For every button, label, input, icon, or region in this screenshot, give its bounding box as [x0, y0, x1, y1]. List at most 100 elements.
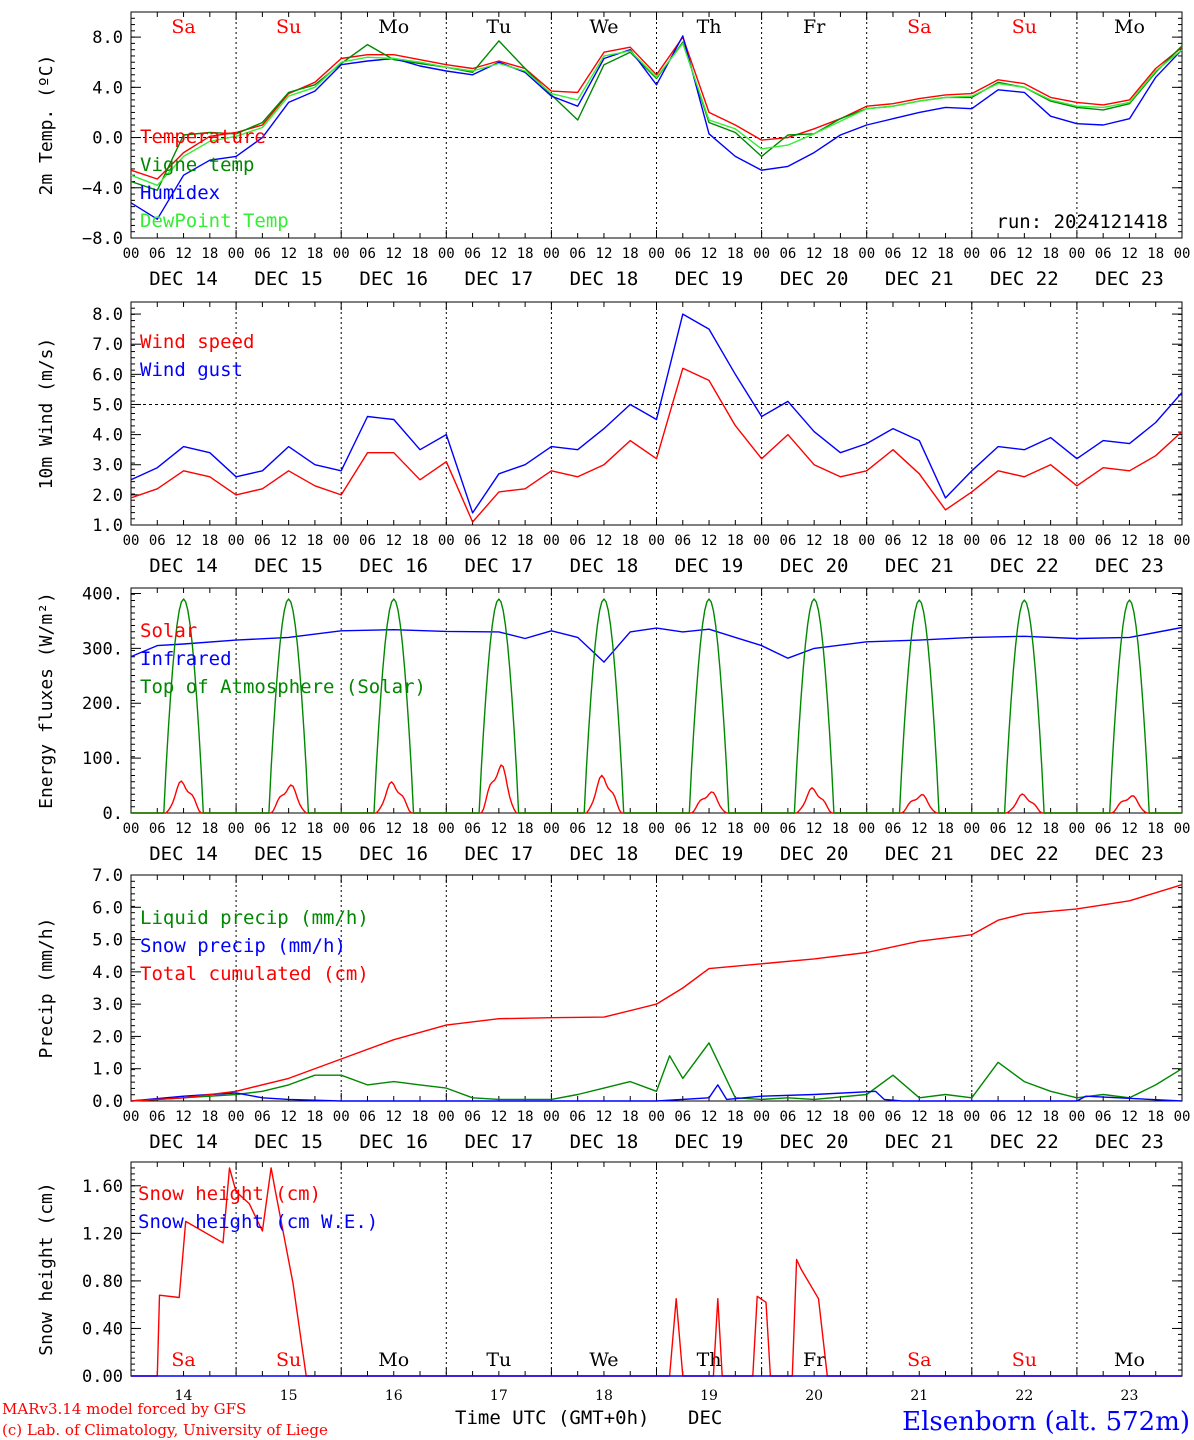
hour-tick-label: 00 — [753, 533, 770, 549]
hour-tick-label: 12 — [1016, 246, 1033, 262]
hour-tick-label: 00 — [1174, 1109, 1191, 1125]
hour-tick-label: 12 — [701, 246, 718, 262]
hour-tick-label: 12 — [806, 533, 823, 549]
hour-tick-label: 18 — [517, 246, 534, 262]
weekday-label: We — [589, 16, 618, 38]
hour-tick-label: 06 — [359, 821, 376, 837]
series-line — [130, 40, 1183, 191]
hour-tick-label: 18 — [937, 1109, 954, 1125]
hour-tick-label: 06 — [464, 246, 481, 262]
y-tick-label: 2.0 — [92, 486, 123, 506]
day-label: DEC 17 — [465, 555, 534, 577]
hour-tick-label: 00 — [543, 821, 560, 837]
hour-tick-label: 18 — [1042, 533, 1059, 549]
day-label: DEC 21 — [885, 1131, 954, 1153]
y-tick-label: 1.0 — [92, 1060, 123, 1080]
hour-tick-label: 18 — [727, 1109, 744, 1125]
weekday-label: Tu — [486, 1349, 511, 1371]
panel-precip: 0.0 1.0 2.0 3.0 4.0 5.0 6.0 7.0 Precip (mm/h) 00 0… — [36, 866, 1190, 1153]
hour-tick-label: 18 — [1042, 1109, 1059, 1125]
hour-tick-label: 06 — [149, 246, 166, 262]
hour-tick-label: 00 — [1068, 1109, 1085, 1125]
day-label: DEC 19 — [675, 843, 744, 865]
hour-tick-label: 00 — [543, 533, 560, 549]
y-tick-label: 0. — [103, 804, 123, 824]
legend-entry: Temperature — [140, 126, 266, 148]
hour-tick-label: 12 — [911, 1109, 928, 1125]
day-number-label: 16 — [385, 1388, 403, 1404]
hour-tick-label: 12 — [1121, 821, 1138, 837]
weekday-label: Mo — [1114, 1349, 1145, 1371]
hour-tick-label: 00 — [123, 1109, 140, 1125]
hour-tick-label: 06 — [569, 533, 586, 549]
run-label: run: 2024121418 — [996, 211, 1168, 233]
y-tick-label: 3.0 — [92, 995, 123, 1015]
y-tick-label: 5.0 — [92, 395, 123, 415]
hour-tick-label: 06 — [779, 821, 796, 837]
weekday-label: Mo — [1114, 16, 1145, 38]
weekday-label: Fr — [803, 16, 826, 38]
hour-tick-label: 06 — [149, 533, 166, 549]
hour-tick-label: 18 — [1147, 533, 1164, 549]
hour-tick-label: 00 — [753, 821, 770, 837]
legend-entry: Wind gust — [140, 359, 243, 381]
day-label: DEC 22 — [990, 1131, 1059, 1153]
hour-tick-label: 18 — [727, 533, 744, 549]
hour-tick-label: 06 — [779, 246, 796, 262]
hour-tick-label: 18 — [412, 1109, 429, 1125]
legend-entry: Top of Atmosphere (Solar) — [140, 676, 426, 698]
day-label: DEC 17 — [465, 843, 534, 865]
legend-entry: Solar — [140, 620, 197, 642]
day-label: DEC 14 — [149, 268, 218, 290]
hour-tick-label: 12 — [490, 246, 507, 262]
hour-tick-label: 12 — [175, 1109, 192, 1125]
hour-tick-label: 00 — [858, 533, 875, 549]
legend-entry: Humidex — [140, 182, 220, 204]
hour-tick-label: 18 — [1147, 1109, 1164, 1125]
hour-tick-label: 12 — [596, 1109, 613, 1125]
hour-tick-label: 06 — [674, 533, 691, 549]
day-label: DEC 21 — [885, 555, 954, 577]
hour-tick-label: 06 — [149, 821, 166, 837]
weekday-label: Su — [1012, 1349, 1037, 1371]
weekday-label: Th — [697, 16, 722, 38]
hour-tick-label: 12 — [911, 533, 928, 549]
hour-tick-label: 06 — [674, 246, 691, 262]
day-label: DEC 18 — [570, 843, 639, 865]
hour-tick-label: 18 — [517, 1109, 534, 1125]
day-label: DEC 14 — [149, 1131, 218, 1153]
day-label: DEC 21 — [885, 843, 954, 865]
hour-tick-label: 12 — [1016, 533, 1033, 549]
hour-tick-label: 12 — [806, 821, 823, 837]
hour-tick-label: 18 — [1147, 821, 1164, 837]
day-label: DEC 19 — [675, 1131, 744, 1153]
hour-tick-label: 18 — [201, 246, 218, 262]
y-tick-label: 6.0 — [92, 898, 123, 918]
hour-tick-label: 00 — [1068, 821, 1085, 837]
day-label: DEC 17 — [465, 268, 534, 290]
hour-tick-label: 06 — [359, 533, 376, 549]
hour-tick-label: 00 — [333, 533, 350, 549]
day-number-label: 21 — [910, 1388, 928, 1404]
y-tick-label: 7.0 — [92, 866, 123, 886]
y-tick-label: 4.0 — [92, 78, 123, 98]
day-label: DEC 20 — [780, 843, 849, 865]
hour-tick-label: 12 — [490, 821, 507, 837]
hour-tick-label: 00 — [963, 821, 980, 837]
hour-tick-label: 18 — [832, 533, 849, 549]
meteogram-panels: −8.0 −4.0 0.0 4.0 8.0 2m Temp. (ºC) 00 06 12 18 00… — [36, 11, 1190, 1404]
hour-tick-label: 00 — [228, 1109, 245, 1125]
hour-tick-label: 06 — [779, 1109, 796, 1125]
legend-entry: Total cumulated (cm) — [140, 963, 369, 985]
hour-tick-label: 18 — [622, 246, 639, 262]
hour-tick-label: 06 — [674, 1109, 691, 1125]
hour-tick-label: 00 — [438, 246, 455, 262]
hour-tick-label: 18 — [412, 821, 429, 837]
station-label: Elsenborn (alt. 572m) — [902, 1407, 1190, 1437]
day-label: DEC 16 — [359, 268, 428, 290]
hour-tick-label: 12 — [490, 533, 507, 549]
hour-tick-label: 00 — [438, 821, 455, 837]
day-label: DEC 20 — [780, 555, 849, 577]
series-line — [131, 598, 1182, 814]
